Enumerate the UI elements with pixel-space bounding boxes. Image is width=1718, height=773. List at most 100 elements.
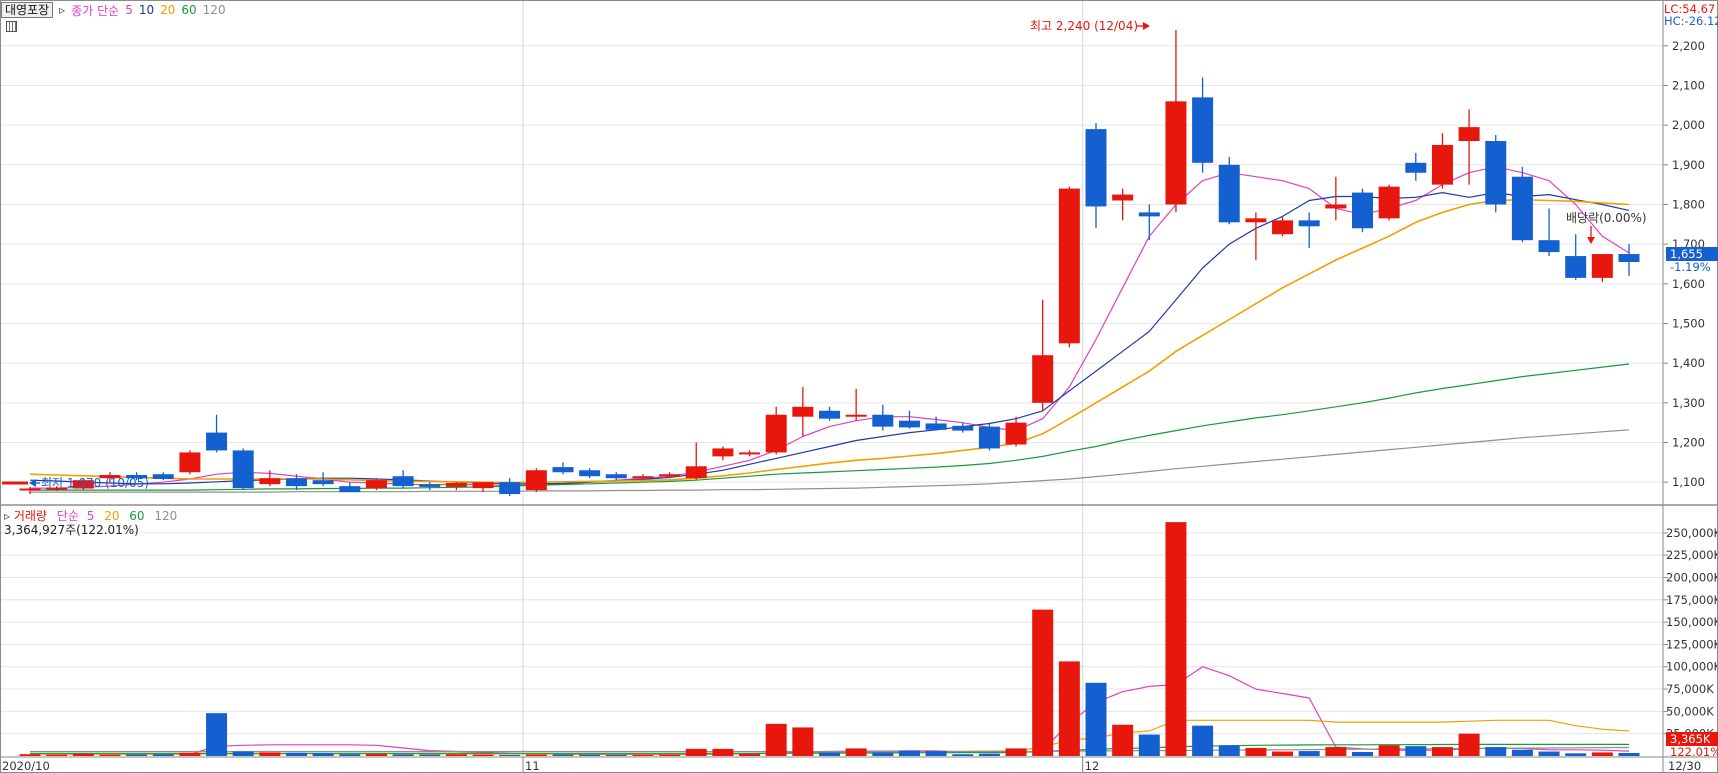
volume-bar xyxy=(1085,682,1107,756)
volume-bar xyxy=(1405,746,1427,756)
candle-body xyxy=(845,414,867,417)
candle-body xyxy=(286,478,307,487)
candle-body xyxy=(19,488,41,491)
volume-legend-title: 거래량 xyxy=(14,509,47,523)
candle-body xyxy=(365,480,387,489)
volume-bar xyxy=(632,754,654,756)
volume-bar xyxy=(952,754,974,756)
candle-body xyxy=(1618,254,1640,262)
candle-body xyxy=(1272,220,1294,235)
current-volume-box xyxy=(1666,732,1718,746)
volume-text: 3,364,927주(122.01%) xyxy=(4,523,139,537)
candle-body xyxy=(765,414,787,453)
volume-bar xyxy=(1591,752,1613,756)
volume-bar xyxy=(898,750,920,756)
candle-body xyxy=(925,423,947,430)
volume-bar xyxy=(72,753,94,756)
settings-grid-icon[interactable] xyxy=(6,21,17,32)
price-ma120-line xyxy=(30,429,1630,493)
low-annotation: 최저 1,070 (10/05) xyxy=(41,476,149,490)
candle-body xyxy=(685,466,707,479)
candle-body xyxy=(499,482,521,495)
price-tick-label: 1,100 xyxy=(1672,475,1705,489)
candle-body xyxy=(179,452,201,473)
volume-bar xyxy=(232,751,254,756)
volume-bar xyxy=(499,754,521,756)
volume-bar xyxy=(925,751,947,756)
volume-bar xyxy=(1325,747,1347,756)
candle-body xyxy=(152,474,174,479)
candle-body xyxy=(1245,218,1267,223)
candle-body xyxy=(99,475,121,479)
volume-bar xyxy=(1485,747,1507,756)
candle-body xyxy=(1005,422,1027,445)
candle-body xyxy=(1085,129,1107,207)
price-tick-label: 2,000 xyxy=(1672,118,1705,132)
volume-tick-label: 250,000K xyxy=(1666,526,1718,540)
candle-body xyxy=(1405,162,1427,173)
volume-bar xyxy=(1058,661,1080,756)
volume-bar xyxy=(1005,748,1027,756)
volume-tick-label: 175,000K xyxy=(1666,593,1718,607)
volume-bar xyxy=(1165,522,1187,756)
candle-body xyxy=(1352,192,1373,229)
candle-body xyxy=(525,470,547,491)
volume-bar xyxy=(978,753,1000,756)
volume-bar xyxy=(1431,747,1453,756)
svg-text:▹ 거래량 단순 5 20: ▹ 거래량 단순 5 20 60 120 xyxy=(4,509,177,523)
volume-tick-label: 75,000K xyxy=(1666,682,1714,696)
volume-tick-label: 150,000K xyxy=(1666,615,1718,629)
legend-prefix: 종가 단순 xyxy=(71,3,120,18)
ticker-name[interactable]: 대영포장 xyxy=(1,2,54,18)
candle-body xyxy=(739,452,761,455)
volume-bar xyxy=(179,752,201,756)
volume-bar xyxy=(365,754,387,756)
volume-bars xyxy=(19,522,1640,756)
dividend-annotation: 배당락(0.00%) xyxy=(1566,211,1647,225)
candle-body xyxy=(1538,240,1560,253)
volume-bar xyxy=(206,713,228,756)
xaxis-label: 2020/10 xyxy=(2,759,50,773)
candle-body xyxy=(1138,212,1160,217)
candle-body xyxy=(259,478,281,485)
volume-bar xyxy=(1272,751,1294,756)
legend-ma120: 120 xyxy=(202,3,226,17)
volume-bar xyxy=(1458,733,1480,756)
candle-body xyxy=(659,474,681,477)
candle-body xyxy=(1378,186,1400,219)
candle-body xyxy=(472,482,494,489)
candle-body xyxy=(1565,256,1587,278)
legend-ma5: 5 xyxy=(125,3,133,17)
candle-body xyxy=(1511,176,1533,241)
volume-bar xyxy=(19,754,41,756)
candle-body xyxy=(952,425,974,431)
volume-bar xyxy=(872,752,894,756)
candle-body xyxy=(1431,144,1453,185)
high-annotation: 최고 2,240 (12/04) xyxy=(1030,19,1138,33)
price-tick-label: 1,600 xyxy=(1672,277,1705,291)
price-legend: 대영포장 ▹ 종가 단순 5 10 20 60 120 xyxy=(1,2,226,18)
volume-bar xyxy=(1192,725,1214,756)
high-arrow-head xyxy=(1143,22,1150,30)
price-tick-label: 1,200 xyxy=(1672,435,1705,449)
volume-bar xyxy=(765,723,787,756)
volume-bar xyxy=(312,753,334,756)
volume-bar xyxy=(259,752,281,756)
candle-body xyxy=(419,484,441,487)
x-axis: 2020/10 11 12 12/30 xyxy=(2,757,1701,773)
candle-body xyxy=(632,476,654,479)
volume-bar xyxy=(286,752,307,756)
candle-body xyxy=(72,480,94,489)
volume-bar xyxy=(1378,745,1400,756)
candle-body xyxy=(792,406,814,417)
volume-bar xyxy=(1565,753,1587,756)
price-tick-label: 1,900 xyxy=(1672,158,1705,172)
volume-bar xyxy=(659,754,681,756)
volume-bar xyxy=(605,754,627,756)
candle-body xyxy=(1458,127,1480,142)
low-arrow-head xyxy=(29,479,36,487)
candle-body xyxy=(978,426,1000,449)
volume-bar xyxy=(1511,749,1533,756)
